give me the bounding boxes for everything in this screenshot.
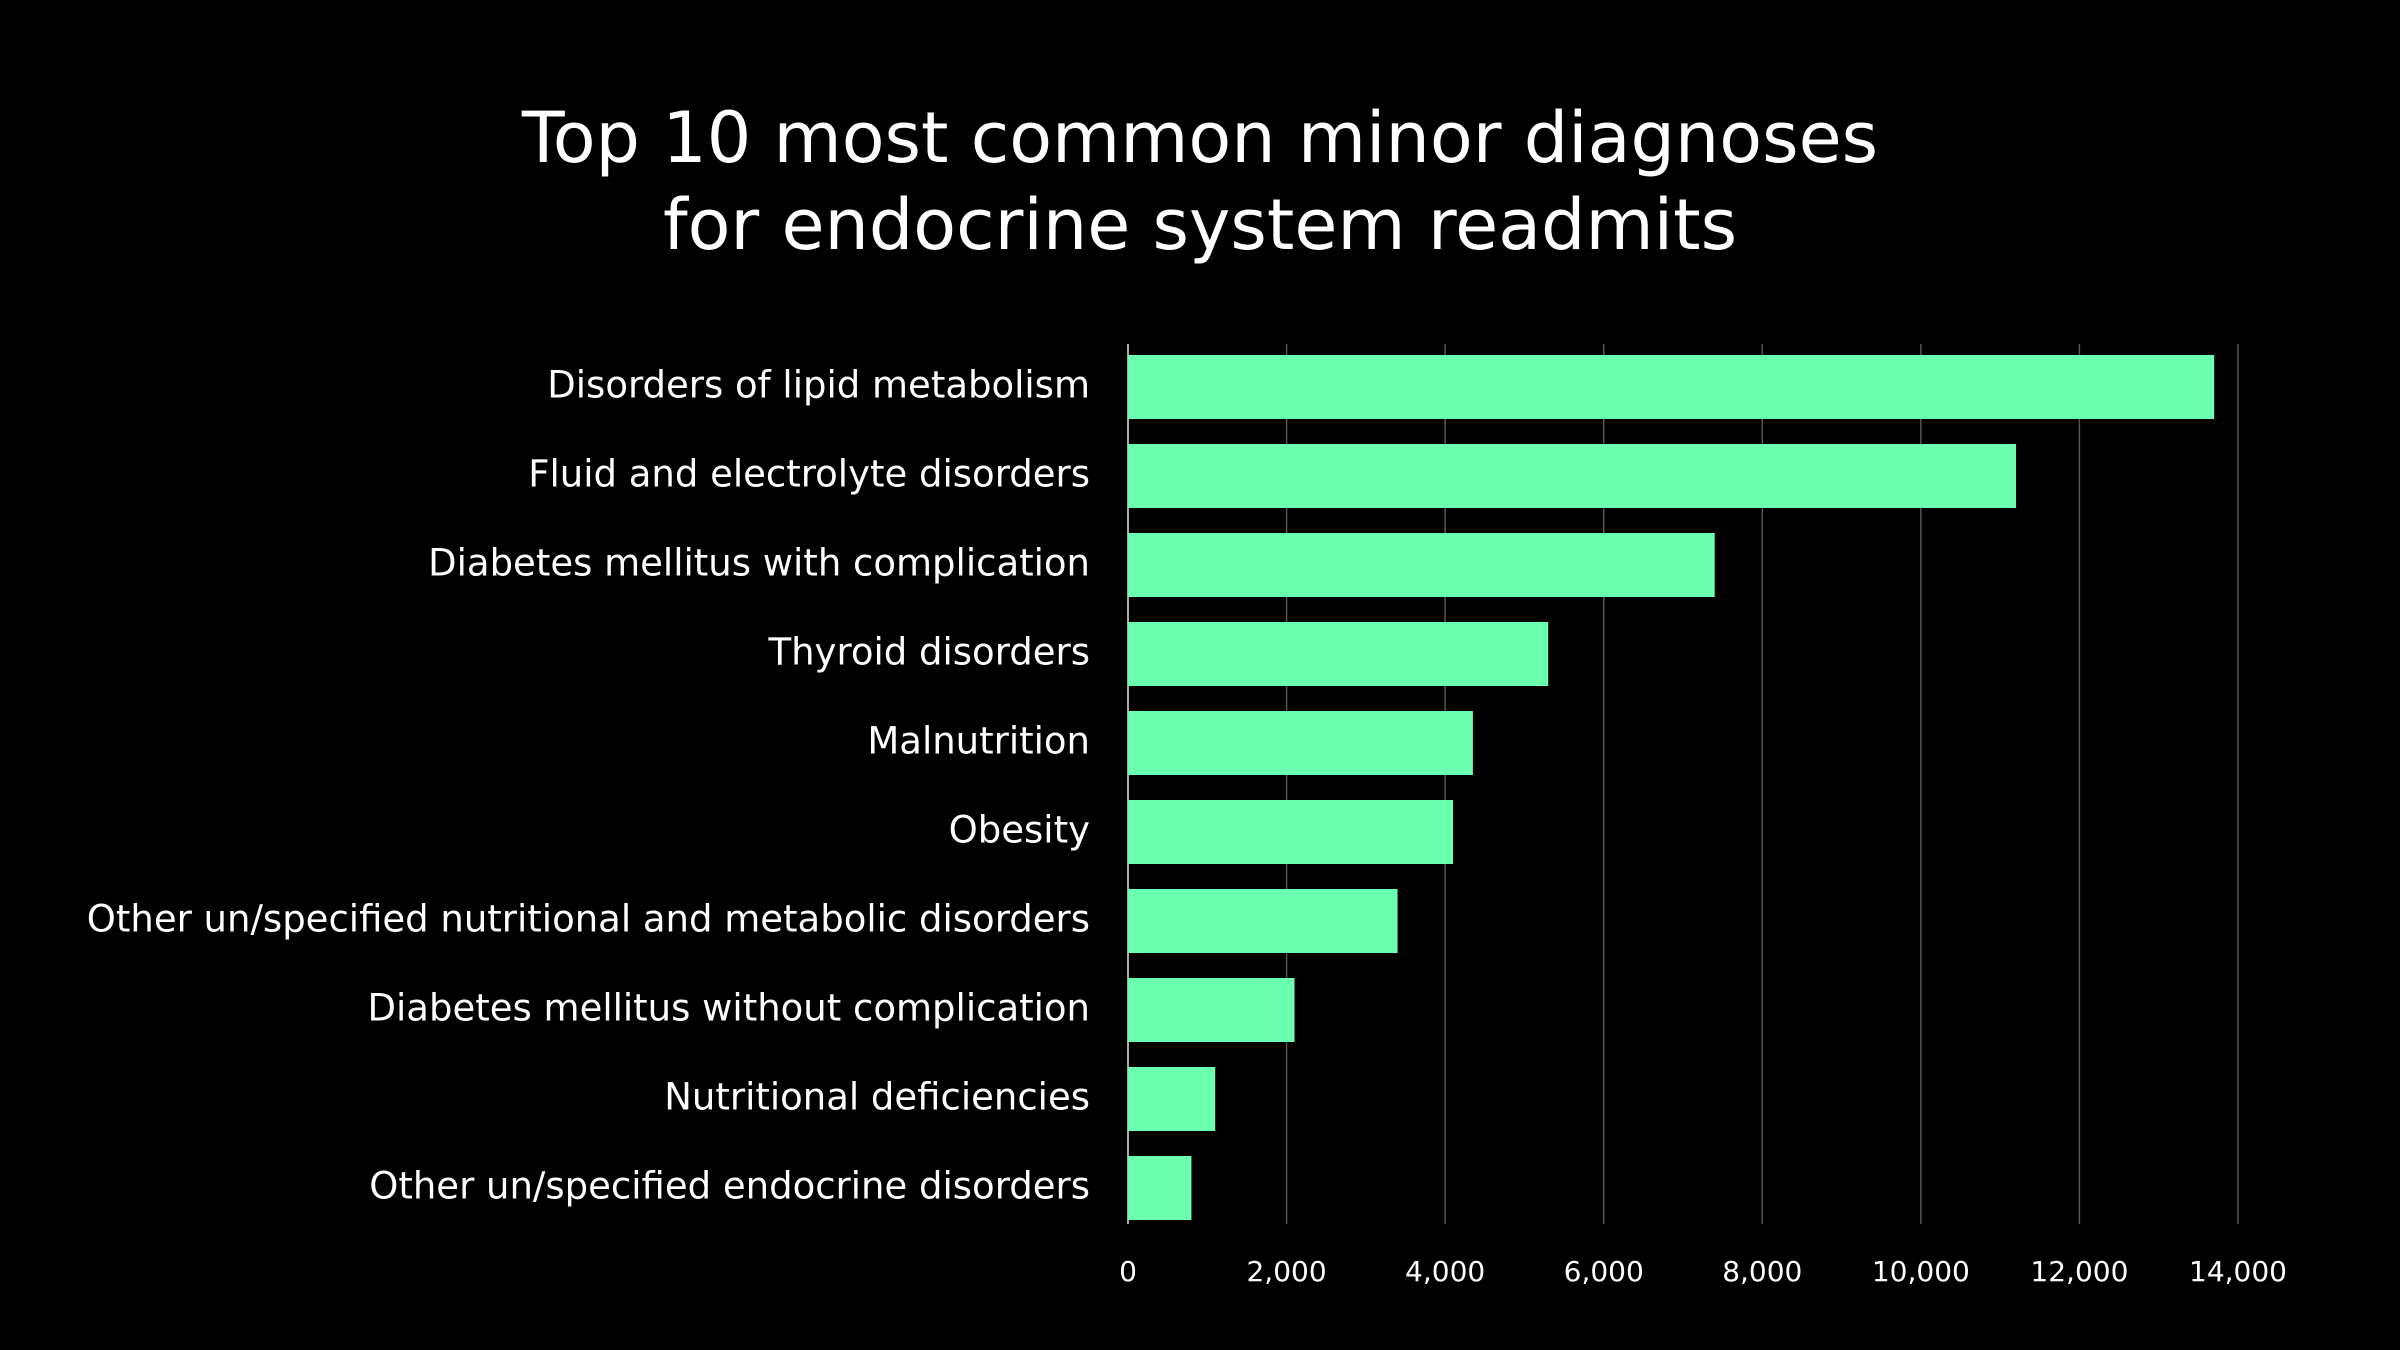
x-tick-label: 12,000 [2030, 1255, 2128, 1288]
bar [1128, 1067, 1216, 1131]
bar [1128, 622, 1549, 686]
bar [1128, 1156, 1192, 1220]
bar [1128, 978, 1295, 1042]
bar [1128, 711, 1473, 775]
bar [1128, 355, 2215, 419]
x-tick-label: 4,000 [1405, 1255, 1485, 1288]
y-tick-label: Obesity [949, 809, 1090, 852]
chart-title: for endocrine system readmits [663, 184, 1737, 266]
y-tick-label: Disorders of lipid metabolism [547, 364, 1090, 407]
bar [1128, 889, 1398, 953]
y-tick-label: Other un/specified endocrine disorders [369, 1165, 1090, 1208]
y-tick-label: Diabetes mellitus with complication [428, 542, 1090, 585]
y-tick-label: Malnutrition [867, 720, 1090, 763]
x-tick-label: 14,000 [2189, 1255, 2287, 1288]
x-tick-label: 8,000 [1722, 1255, 1802, 1288]
chart-title: Top 10 most common minor diagnoses [521, 97, 1878, 179]
y-tick-label: Diabetes mellitus without complication [368, 987, 1090, 1030]
x-tick-label: 6,000 [1564, 1255, 1644, 1288]
y-tick-label: Other un/specified nutritional and metab… [87, 898, 1090, 941]
bar [1128, 444, 2016, 508]
y-tick-label: Thyroid disorders [768, 631, 1091, 674]
x-tick-label: 0 [1119, 1255, 1137, 1288]
y-tick-label: Fluid and electrolyte disorders [528, 453, 1090, 496]
bar [1128, 533, 1715, 597]
bar [1128, 800, 1454, 864]
x-tick-label: 2,000 [1246, 1255, 1326, 1288]
x-tick-label: 10,000 [1872, 1255, 1970, 1288]
y-tick-label: Nutritional deficiencies [664, 1076, 1090, 1119]
